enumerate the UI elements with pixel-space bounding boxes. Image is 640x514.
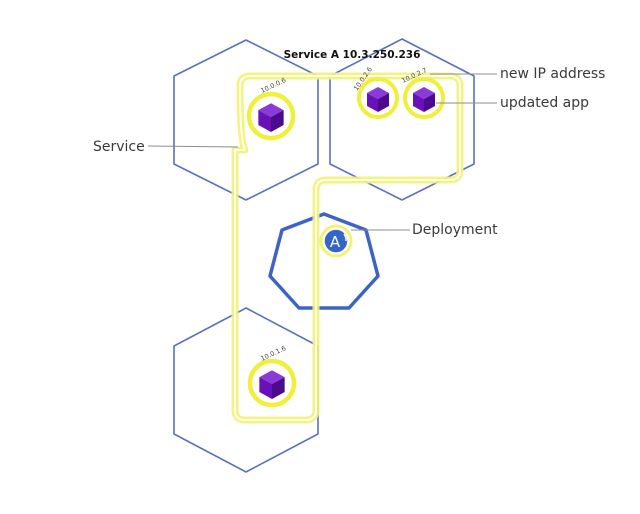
pod-10-0-2-6: 10.0.2.6: [352, 66, 399, 119]
pod-cube-icon: [413, 87, 435, 112]
label-service: Service: [93, 139, 145, 155]
label-new-ip: new IP address: [500, 66, 605, 82]
label-updated-app: updated app: [500, 95, 589, 111]
pod-10-0-2-7: 10.0.2.7: [400, 66, 445, 119]
deployment-badge-letter: A: [330, 233, 341, 251]
leader-line-service: [147, 145, 239, 148]
node-hexagon-top-left: [173, 39, 319, 201]
label-deployment: Deployment: [412, 222, 498, 238]
deployment-badge-icon: A: [319, 224, 353, 258]
pod-10-0-1-6: 10.0.1.6: [247, 344, 297, 408]
service-title: Service A 10.3.250.236: [284, 49, 421, 61]
node-hexagon-bottom: [173, 307, 319, 473]
pod-cube-icon: [258, 103, 284, 132]
deployment-heptagon: [268, 212, 380, 310]
node-hexagon-top-right: [329, 38, 475, 201]
pod-cube-icon: [367, 87, 389, 112]
service-outline-inner: [234, 75, 461, 421]
pod-10-0-0-6: 10.0.0.6: [246, 76, 296, 141]
pod-cube-icon: [259, 370, 285, 399]
